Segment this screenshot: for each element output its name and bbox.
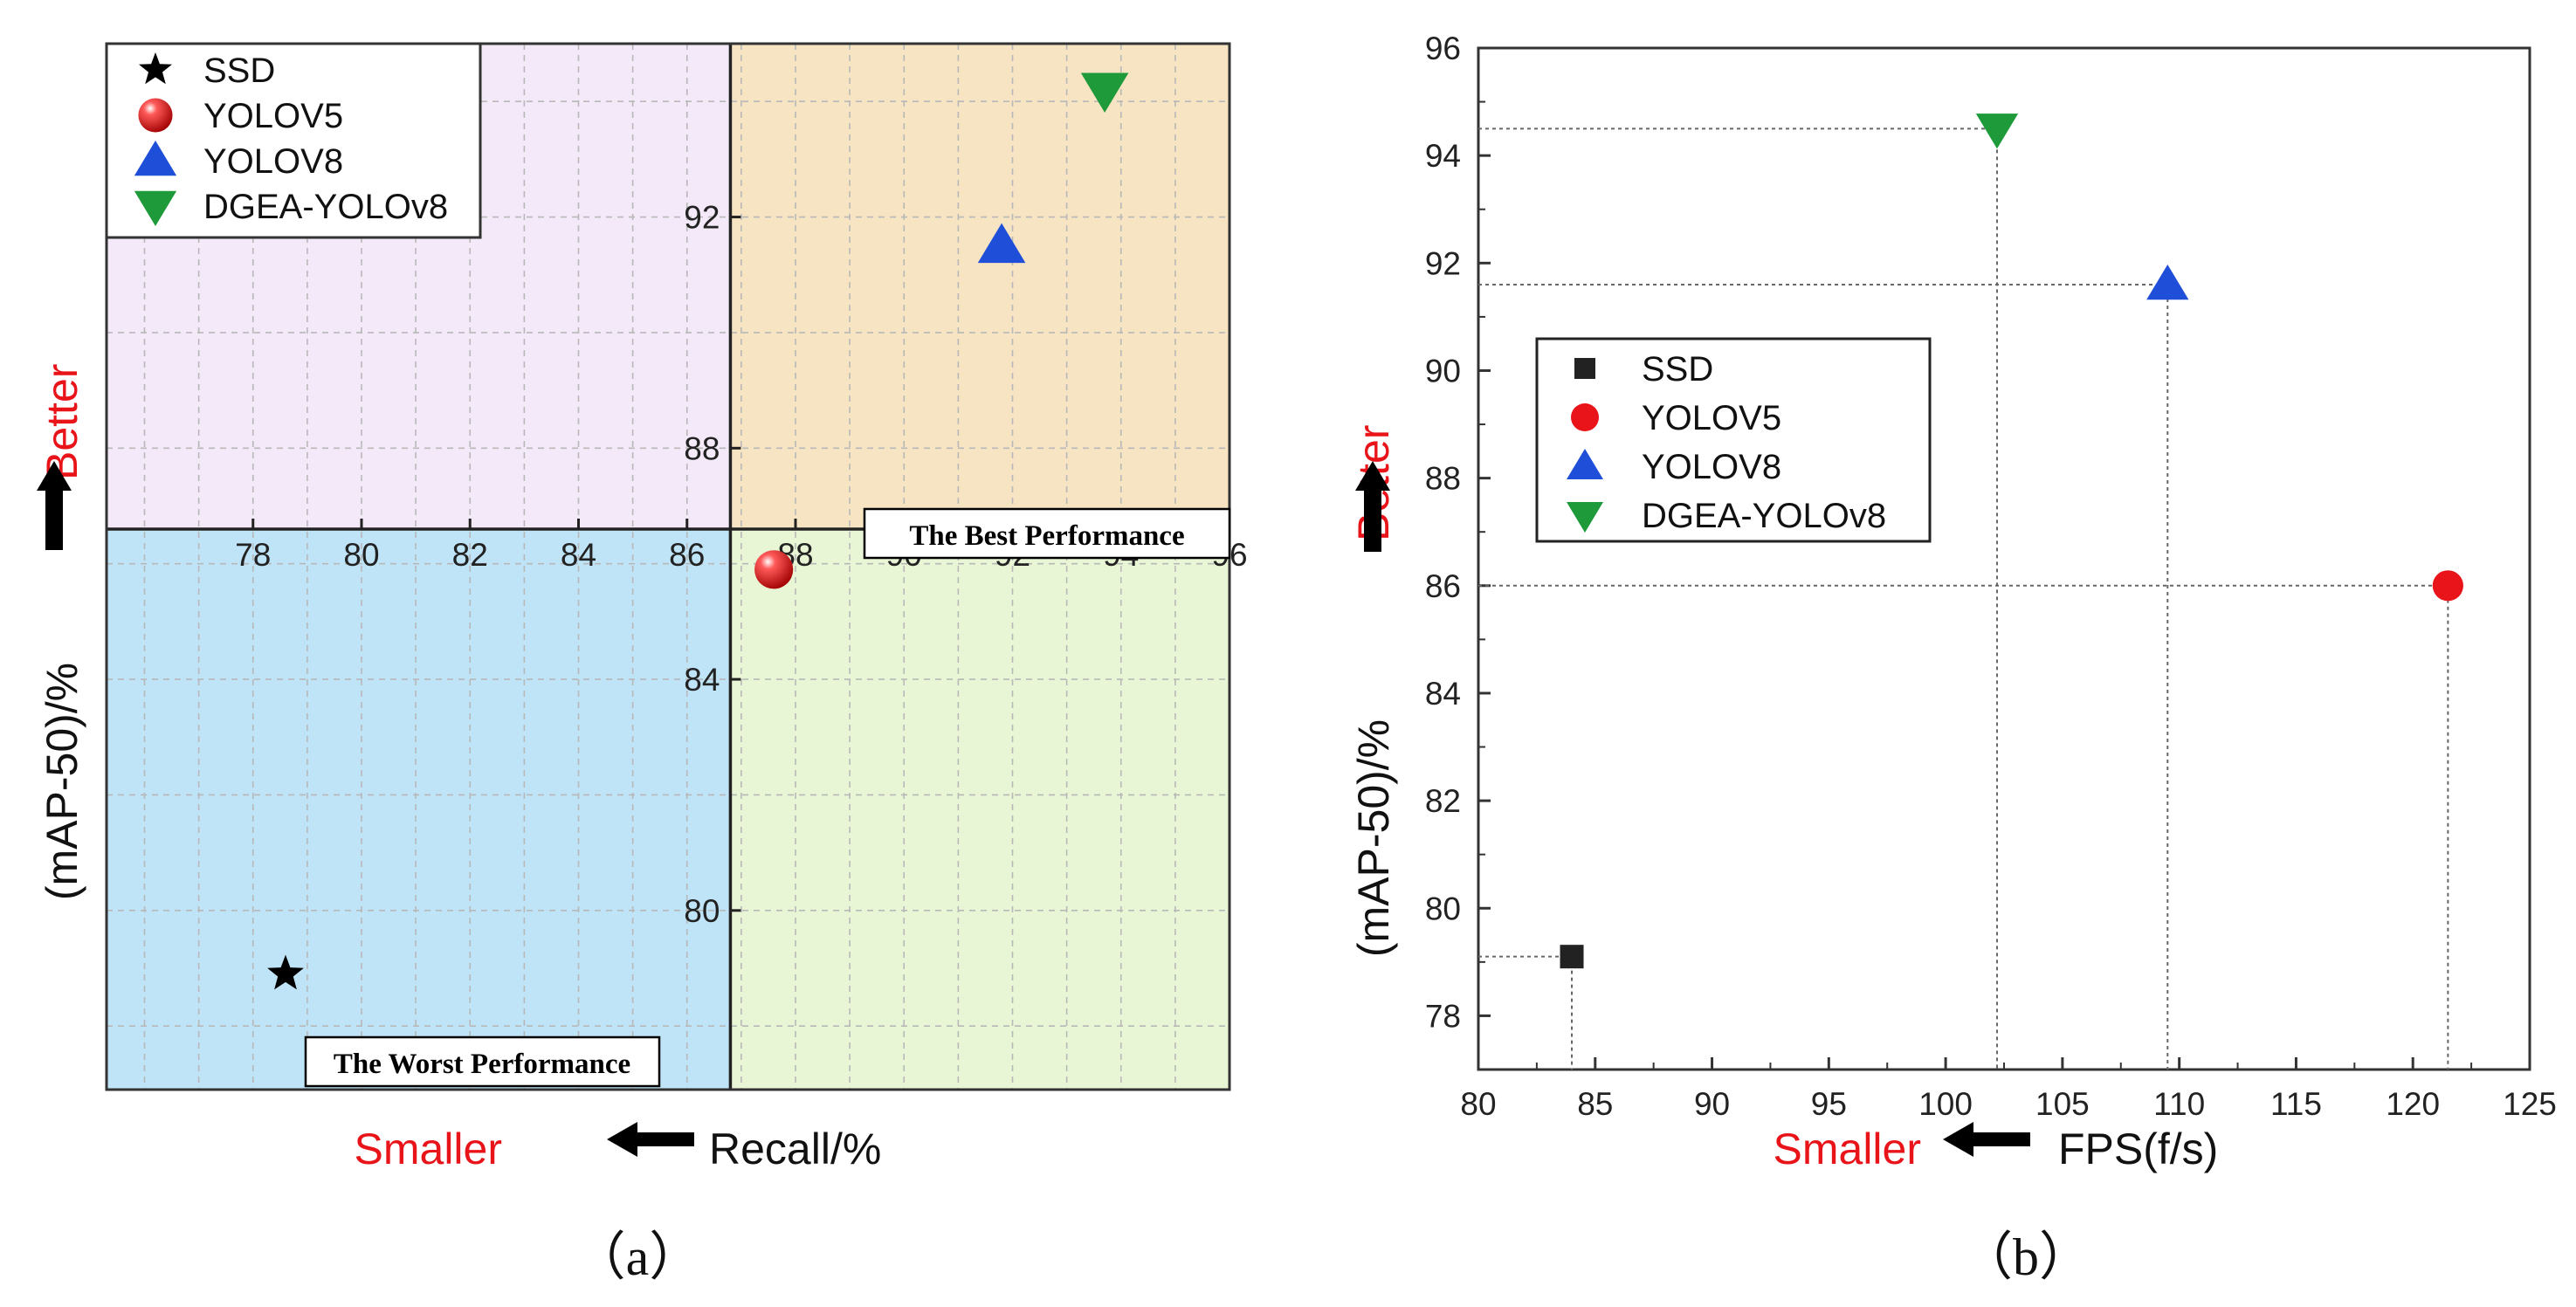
legend: SSD YOLOV5 YOLOV8 DGEA-YOLOv8	[134, 52, 448, 226]
y-tick-label: 92	[684, 200, 720, 236]
point-yolov8	[2146, 264, 2189, 300]
y-tick-label: 82	[1425, 783, 1461, 819]
y-tick-label: 90	[1425, 353, 1461, 389]
x-hint-label: Smaller	[1774, 1125, 1921, 1173]
point-yolov8	[977, 223, 1026, 264]
x-tick-label: 90	[1694, 1086, 1730, 1122]
legend-box	[1535, 337, 1932, 543]
point-ssd	[1560, 945, 1584, 969]
y-hint-label: Better	[38, 364, 86, 480]
quadrant-bottom-right	[730, 528, 1229, 1090]
legend-label: YOLOV8	[1642, 448, 1781, 486]
y-tick-label: 96	[1425, 31, 1461, 66]
legend-marker	[138, 98, 173, 133]
plot-frame	[1477, 46, 2531, 1071]
y-tick-label: 86	[1425, 568, 1461, 604]
legend-marker	[1567, 502, 1603, 533]
up-arrow-icon-b	[1355, 461, 1390, 552]
x-tick-label: 115	[2270, 1086, 2322, 1122]
legend-box	[105, 42, 482, 239]
point-ssd	[267, 954, 304, 990]
x-tick-label: 105	[2035, 1086, 2090, 1122]
legend-marker	[139, 52, 172, 85]
y-tick-label: 92	[1425, 245, 1461, 281]
x-tick-label: 125	[2503, 1086, 2557, 1122]
legend-label: YOLOV5	[203, 97, 343, 135]
x-tick-label: 84	[561, 537, 596, 573]
legend: SSD YOLOV5 YOLOV8 DGEA-YOLOv8	[1567, 350, 1886, 535]
y-tick-label: 94	[1425, 138, 1461, 174]
legend-marker	[134, 190, 177, 226]
quadrant-top-right	[730, 44, 1229, 529]
worst-performance-label: The Worst Performance	[334, 1049, 630, 1080]
x-tick-label: 110	[2153, 1086, 2205, 1122]
legend-marker	[134, 141, 177, 176]
y-tick-label: 78	[1425, 998, 1461, 1034]
x-tick-label: 78	[235, 537, 271, 573]
y-tick-label: 80	[684, 893, 720, 929]
x-axis-label: Recall/%	[709, 1125, 881, 1173]
legend-marker	[1567, 449, 1603, 479]
best-performance-label: The Best Performance	[909, 520, 1184, 552]
plot-frame	[105, 42, 1231, 1091]
worst-performance-box	[304, 1035, 661, 1088]
legend-label: YOLOV5	[1642, 399, 1781, 437]
x-tick-label: 82	[452, 537, 488, 573]
point-yolov5	[754, 550, 794, 589]
up-arrow-icon-a	[37, 461, 72, 550]
legend-label: DGEA-YOLOv8	[1642, 497, 1886, 535]
y-tick-label: 84	[1425, 676, 1461, 712]
y-tick-labels: 80 84 88 92	[684, 200, 720, 929]
point-dgea-yolov8	[1080, 72, 1129, 113]
caption-b: （b）	[1960, 1228, 2091, 1286]
x-tick-label: 100	[1918, 1086, 1973, 1122]
best-performance-box	[863, 507, 1231, 560]
x-axis-label: FPS(f/s)	[2058, 1125, 2218, 1173]
chart-b: 80 85 90 95 100 105 110 115 120 125 78 80 82 84 86 88 9…	[1349, 31, 2557, 1286]
legend-marker	[1571, 403, 1599, 431]
drop-lines	[1478, 127, 2449, 1070]
quadrant-bottom-left	[107, 528, 731, 1090]
data-points	[1560, 114, 2463, 969]
legend-label: SSD	[1642, 350, 1713, 389]
legend-label: SSD	[203, 52, 275, 90]
up-arrow-icon	[42, 541, 59, 600]
x-tick-label: 120	[2386, 1086, 2440, 1122]
y-tick-label: 88	[1425, 461, 1461, 497]
x-tick-label: 86	[669, 537, 705, 573]
y-axis-label: (mAP-50)/%	[38, 663, 86, 900]
legend-label: DGEA-YOLOv8	[203, 188, 448, 226]
legend-label: YOLOV8	[203, 142, 343, 181]
data-points	[267, 72, 1129, 990]
y-tick-labels: 78 80 82 84 86 88 90 92 94 96	[1425, 31, 1461, 1034]
tick-marks	[1477, 46, 2531, 1070]
point-dgea-yolov8	[1975, 114, 2019, 149]
point-yolov5	[2432, 570, 2463, 602]
legend-marker	[1574, 358, 1595, 379]
left-arrow-icon	[1943, 1122, 2030, 1157]
x-hint-label: Smaller	[355, 1125, 502, 1173]
x-tick-label: 80	[343, 537, 379, 573]
x-tick-label: 95	[1811, 1086, 1847, 1122]
y-axis-label: (mAP-50)/%	[1349, 719, 1398, 957]
y-tick-label: 80	[1425, 891, 1461, 926]
x-tick-labels: 80 85 90 95 100 105 110 115 120 125	[1460, 1086, 2556, 1122]
caption-a: （a）	[574, 1228, 702, 1286]
x-tick-label: 80	[1460, 1086, 1496, 1122]
left-arrow-icon	[607, 1122, 694, 1157]
x-tick-label: 85	[1577, 1086, 1613, 1122]
y-tick-label: 84	[684, 662, 720, 698]
quadrant-backgrounds	[107, 44, 1229, 1090]
y-tick-label: 88	[684, 430, 720, 466]
